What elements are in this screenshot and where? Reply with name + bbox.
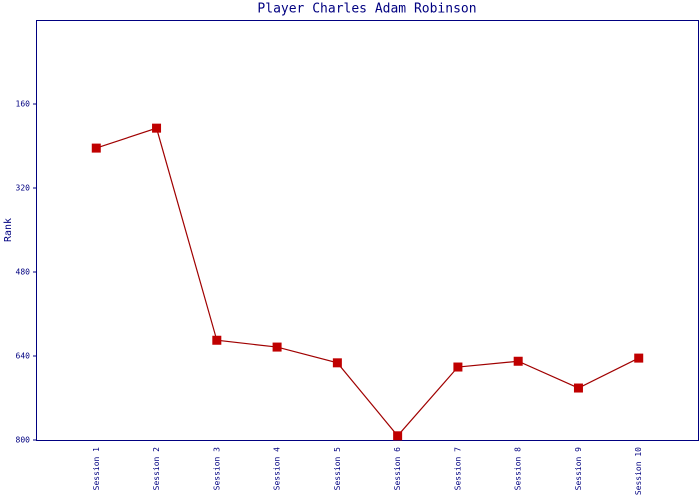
y-tick-label: 320: [16, 184, 31, 193]
y-tick-label: 480: [16, 268, 31, 277]
data-point: [513, 356, 523, 366]
data-point: [634, 353, 644, 363]
y-tick-label: 800: [16, 436, 31, 445]
plot-frame: [36, 20, 699, 441]
y-tick-label: 640: [16, 352, 31, 361]
chart-title: Player Charles Adam Robinson: [257, 2, 476, 17]
x-tick-label: Session 9: [574, 447, 583, 491]
x-tick-label: Session 4: [273, 447, 282, 491]
x-tick-label: Session 8: [514, 447, 523, 491]
data-point: [152, 123, 162, 133]
x-tick-label: Session 6: [393, 447, 402, 491]
data-point: [91, 143, 101, 153]
data-point: [453, 362, 463, 372]
x-tick-label: Session 2: [152, 447, 161, 491]
data-point: [393, 431, 403, 441]
series-line: [96, 127, 639, 437]
x-tick-label: Session 10: [634, 447, 643, 495]
x-tick-label: Session 3: [212, 447, 221, 491]
x-tick-label: Session 1: [92, 447, 101, 491]
y-tick-label: 160: [16, 100, 31, 109]
data-point: [272, 342, 282, 352]
data-point: [332, 358, 342, 368]
y-axis-label: Rank: [3, 218, 14, 242]
data-point: [573, 383, 583, 393]
x-tick-label: Session 7: [453, 447, 462, 491]
data-point: [212, 335, 222, 345]
x-tick-label: Session 5: [333, 447, 342, 491]
